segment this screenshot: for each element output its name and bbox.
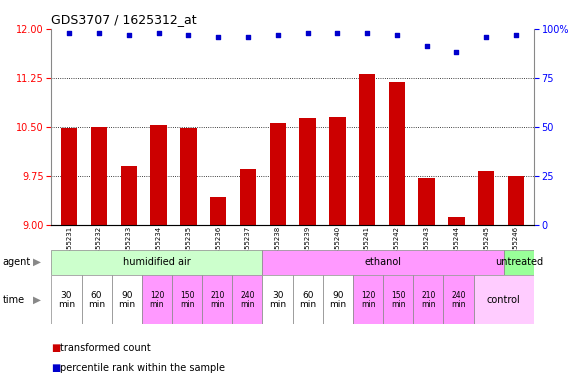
Text: ethanol: ethanol	[365, 257, 401, 267]
Text: ▶: ▶	[33, 295, 41, 305]
Point	[273, 31, 282, 38]
Bar	[508, 176, 524, 225]
Bar	[448, 217, 465, 225]
Bar	[478, 171, 494, 225]
Text: 210
min: 210 min	[421, 291, 436, 308]
Bar	[292, 275, 323, 324]
Point	[243, 33, 252, 40]
Bar	[172, 275, 202, 324]
Text: 60
min: 60 min	[299, 291, 316, 308]
Bar	[210, 197, 226, 225]
Bar	[82, 275, 112, 324]
Text: 90
min: 90 min	[118, 291, 135, 308]
Text: ■: ■	[51, 363, 61, 373]
Text: 90
min: 90 min	[329, 291, 347, 308]
Bar	[329, 117, 345, 225]
Text: GDS3707 / 1625312_at: GDS3707 / 1625312_at	[51, 13, 197, 26]
Text: 60
min: 60 min	[88, 291, 105, 308]
Bar	[263, 275, 292, 324]
Text: 30
min: 30 min	[58, 291, 75, 308]
Bar	[202, 275, 232, 324]
Text: control: control	[487, 295, 521, 305]
Bar	[51, 250, 263, 275]
Point	[363, 30, 372, 36]
Point	[333, 30, 342, 36]
Bar	[323, 275, 353, 324]
Text: humidified air: humidified air	[123, 257, 191, 267]
Text: 120
min: 120 min	[361, 291, 375, 308]
Point	[512, 31, 521, 38]
Bar	[150, 126, 167, 225]
Text: 240
min: 240 min	[451, 291, 466, 308]
Text: untreated: untreated	[494, 257, 543, 267]
Point	[303, 30, 312, 36]
Bar	[240, 169, 256, 225]
Text: transformed count: transformed count	[60, 343, 151, 353]
Bar	[180, 128, 196, 225]
Point	[214, 33, 223, 40]
Bar	[359, 74, 375, 225]
Point	[482, 33, 491, 40]
Bar	[91, 127, 107, 225]
Bar	[413, 275, 444, 324]
Bar	[473, 275, 534, 324]
Bar	[61, 128, 78, 225]
Text: percentile rank within the sample: percentile rank within the sample	[60, 363, 225, 373]
Bar	[263, 250, 504, 275]
Bar	[504, 250, 534, 275]
Text: 240
min: 240 min	[240, 291, 255, 308]
Text: ■: ■	[51, 343, 61, 353]
Bar	[299, 118, 316, 225]
Point	[452, 49, 461, 55]
Bar	[419, 178, 435, 225]
Bar	[120, 166, 137, 225]
Bar	[353, 275, 383, 324]
Bar	[270, 123, 286, 225]
Text: 150
min: 150 min	[180, 291, 194, 308]
Text: ▶: ▶	[33, 257, 41, 267]
Bar	[112, 275, 142, 324]
Bar	[383, 275, 413, 324]
Text: time: time	[3, 295, 25, 305]
Point	[422, 43, 431, 50]
Text: 30
min: 30 min	[269, 291, 286, 308]
Text: agent: agent	[3, 257, 31, 267]
Point	[184, 31, 193, 38]
Point	[124, 31, 134, 38]
Bar	[142, 275, 172, 324]
Text: 120
min: 120 min	[150, 291, 164, 308]
Bar	[232, 275, 263, 324]
Point	[392, 31, 401, 38]
Text: 150
min: 150 min	[391, 291, 405, 308]
Bar	[444, 275, 473, 324]
Bar	[389, 82, 405, 225]
Point	[154, 30, 163, 36]
Text: 210
min: 210 min	[210, 291, 224, 308]
Point	[94, 30, 103, 36]
Bar	[51, 275, 82, 324]
Point	[65, 30, 74, 36]
